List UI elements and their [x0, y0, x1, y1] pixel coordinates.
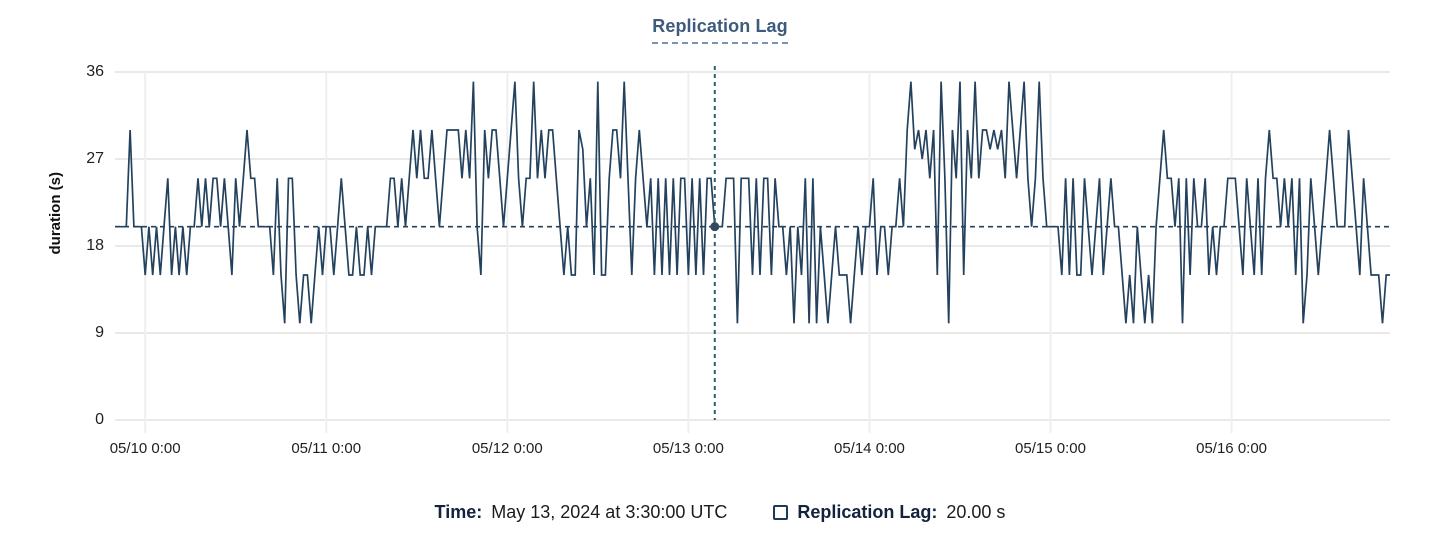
y-tick-label: 18 — [86, 237, 104, 254]
y-tick-label: 9 — [95, 324, 104, 341]
x-tick-label: 05/15 0:00 — [1015, 440, 1086, 457]
x-tick-label: 05/16 0:00 — [1196, 440, 1268, 457]
x-tick-label: 05/10 0:00 — [109, 440, 181, 457]
y-tick-label: 36 — [86, 63, 104, 80]
y-tick-label: 0 — [95, 411, 104, 428]
x-tick-label: 05/14 0:00 — [833, 440, 905, 457]
replication-lag-line — [115, 81, 1390, 324]
tooltip-time-label: Time: — [434, 502, 483, 522]
tooltip-time-value: May 13, 2024 at 3:30:00 UTC — [491, 502, 728, 522]
y-tick-label: 27 — [86, 150, 104, 167]
x-tick-label: 05/13 0:00 — [652, 440, 724, 457]
tooltip-series-label: Replication Lag: — [797, 502, 938, 522]
hover-tooltip-bar: Time: May 13, 2024 at 3:30:00 UTC Replic… — [0, 502, 1440, 523]
tooltip-series-value: 20.00 s — [946, 502, 1006, 522]
crosshair-dot — [710, 222, 720, 232]
x-tick-label: 05/11 0:00 — [291, 440, 362, 457]
legend-checkbox-icon[interactable] — [773, 505, 789, 520]
x-tick-label: 05/12 0:00 — [471, 440, 543, 457]
chart-title[interactable]: Replication Lag — [652, 16, 788, 44]
chart-header: Replication Lag — [0, 16, 1440, 44]
